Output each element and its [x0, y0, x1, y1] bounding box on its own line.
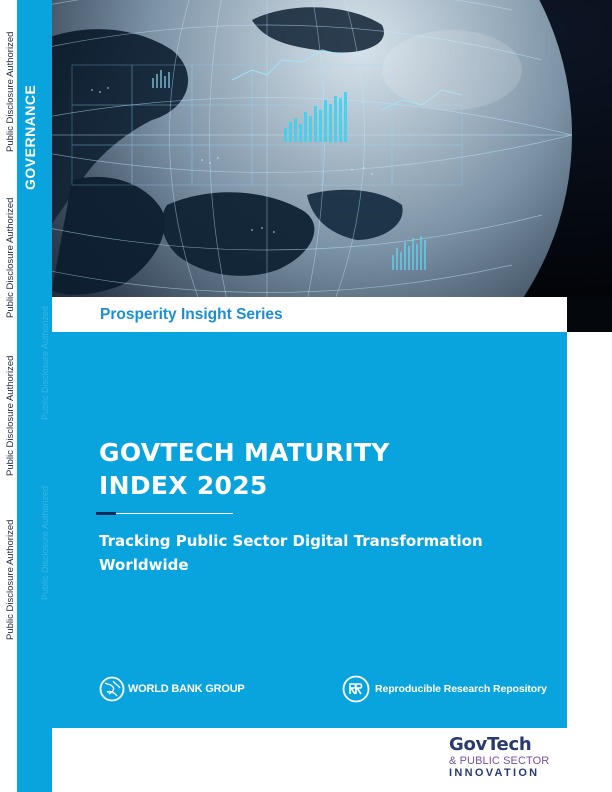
govtech-name: GovTech: [449, 734, 532, 755]
govtech-logo: GovTech & PUBLIC SECTOR INNOVATION: [449, 735, 567, 780]
report-subtitle: Tracking Public Sector Digital Transform…: [99, 532, 483, 574]
category-label: GOVERNANCE: [22, 84, 38, 190]
cover-image: [52, 0, 612, 297]
title-divider-accent: [96, 512, 116, 515]
title-divider: [96, 513, 233, 514]
spine: Public Disclosure Authorized Public Disc…: [0, 0, 52, 792]
footer: [52, 728, 612, 792]
disclosure-label: Public Disclosure Authorized: [5, 197, 16, 318]
repository-label: Reproducible Research Repository: [375, 683, 547, 695]
report-title: GOVTECH MATURITY INDEX 2025: [99, 438, 390, 500]
globe-illustration: [52, 0, 612, 297]
disclosure-label: Public Disclosure Authorized: [5, 355, 16, 476]
title-panel: [52, 332, 567, 728]
series-band: [52, 297, 567, 332]
world-bank-globe-icon: [99, 676, 125, 702]
govtech-innovation: INNOVATION: [449, 767, 540, 779]
svg-text:Public Disclosure Authorized: Public Disclosure Authorized: [40, 486, 50, 600]
disclosure-label: Public Disclosure Authorized: [5, 31, 16, 152]
disclosure-label: Public Disclosure Authorized: [5, 519, 16, 640]
series-band-edge: [567, 297, 612, 332]
spine-background: Public Disclosure Authorized Public Disc…: [0, 0, 52, 792]
world-bank-logo: WORLD BANK GROUP: [99, 675, 245, 703]
world-bank-label: WORLD BANK GROUP: [128, 683, 245, 695]
svg-text:Public Disclosure Authorized: Public Disclosure Authorized: [40, 306, 50, 420]
repository-logo: Reproducible Research Repository: [342, 675, 547, 703]
series-title: Prosperity Insight Series: [100, 306, 283, 323]
repository-icon: [342, 675, 370, 703]
govtech-subtitle: & PUBLIC SECTOR: [449, 755, 550, 767]
